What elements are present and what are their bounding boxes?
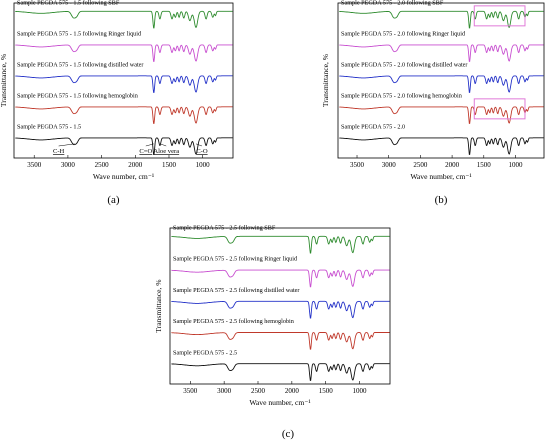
series-label: Sample PEGDA 575 - 1.5 following Ringer … — [17, 30, 142, 37]
series-line — [171, 235, 390, 254]
series-line — [15, 75, 233, 93]
series-label: Sample PEGDA 575 - 2.5 following hemoglo… — [173, 318, 294, 325]
x-tick-label: 2000 — [285, 387, 300, 395]
annotation-arrow — [195, 143, 203, 147]
x-tick-label: 3500 — [183, 387, 198, 395]
series-label: Sample PEGDA 575 - 1.5 following distill… — [17, 61, 144, 68]
series-label: Sample PEGDA 575 - 2.0 following hemoglo… — [341, 92, 462, 99]
chart-panel-2: 3500 3000 2500 2000 1500 1000 Wave number, cm⁻… — [321, 0, 545, 206]
x-tick-label: 1000 — [196, 161, 211, 169]
x-axis-title: Wave number, cm⁻¹ — [249, 398, 310, 407]
series-line — [339, 75, 544, 93]
y-axis-title: Transmittance, % — [321, 53, 330, 107]
panel-label: (b) — [435, 194, 448, 206]
annotation-label: C-H — [53, 148, 65, 155]
series-line — [15, 106, 233, 124]
plot-frame — [337, 2, 545, 159]
x-tick-label: 3500 — [350, 161, 365, 169]
series-line — [339, 44, 544, 62]
annotation-arrow — [160, 143, 167, 147]
series-line — [171, 332, 390, 350]
x-tick-label: 1500 — [477, 161, 492, 169]
annotation-arrow — [145, 143, 154, 147]
x-tick-label: 2500 — [251, 387, 266, 395]
x-axis-title: Wave number, cm⁻¹ — [410, 172, 471, 181]
x-tick-label: 1500 — [319, 387, 334, 395]
plot-frame — [13, 2, 234, 159]
series-line — [15, 44, 233, 62]
x-tick-label: 3500 — [27, 161, 42, 169]
annotation-label: Aloe vera — [153, 148, 179, 155]
series-label: Sample PEGDA 575 - 2.0 following Ringer … — [341, 30, 466, 37]
series-line — [339, 137, 544, 155]
annotation-label: C=O — [139, 148, 152, 155]
series-label: Sample PEGDA 575 - 2.5 following SBF — [173, 224, 276, 231]
chart-panel-3: 3500 3000 2500 2000 1500 1000 Wave number, cm⁻… — [154, 224, 391, 440]
x-axis-title: Wave number, cm⁻¹ — [93, 172, 154, 181]
annotation-arrow — [58, 143, 75, 147]
x-tick-label: 1500 — [162, 161, 177, 169]
panel-label: (c) — [282, 428, 295, 440]
chart-panel-1: 3500 3000 2500 2000 1500 1000 Wave number, cm⁻… — [0, 0, 234, 206]
series-line — [15, 137, 233, 155]
y-axis-title: Transmittance, % — [0, 53, 8, 107]
series-line — [171, 269, 390, 288]
series-line — [171, 363, 390, 381]
series-line — [339, 10, 544, 29]
x-tick-label: 2500 — [95, 161, 110, 169]
x-tick-label: 2000 — [128, 161, 143, 169]
series-label: Sample PEGDA 575 - 1.5 following hemoglo… — [17, 92, 138, 99]
x-tick-label: 3000 — [382, 161, 397, 169]
x-tick-label: 3000 — [217, 387, 232, 395]
x-tick-label: 3000 — [61, 161, 76, 169]
series-line — [339, 106, 544, 124]
series-label: Sample PEGDA 575 - 2.5 following Ringer … — [173, 256, 298, 263]
series-label: Sample PEGDA 575 - 1.5 following SBF — [17, 0, 120, 6]
plot-frame — [169, 227, 391, 385]
panel-label: (a) — [107, 194, 120, 206]
series-label: Sample PEGDA 575 - 2.0 following SBF — [341, 0, 444, 6]
x-tick-label: 1000 — [508, 161, 523, 169]
series-label: Sample PEGDA 575 - 2.5 following distill… — [173, 287, 300, 294]
x-tick-label: 2000 — [445, 161, 460, 169]
series-label: Sample PEGDA 575 - 1.5 — [17, 123, 81, 130]
x-tick-label: 2500 — [413, 161, 428, 169]
y-axis-title: Transmittance, % — [154, 279, 163, 333]
series-line — [15, 10, 233, 29]
series-label: Sample PEGDA 575 - 2.5 — [173, 349, 237, 356]
highlight-box — [473, 98, 526, 120]
highlight-box — [473, 5, 526, 27]
x-tick-label: 1000 — [353, 387, 368, 395]
series-line — [171, 300, 390, 319]
annotation-label: C-O — [196, 148, 208, 155]
series-label: Sample PEGDA 575 - 2.0 — [341, 123, 405, 130]
series-label: Sample PEGDA 575 - 2.0 following distill… — [341, 61, 468, 68]
